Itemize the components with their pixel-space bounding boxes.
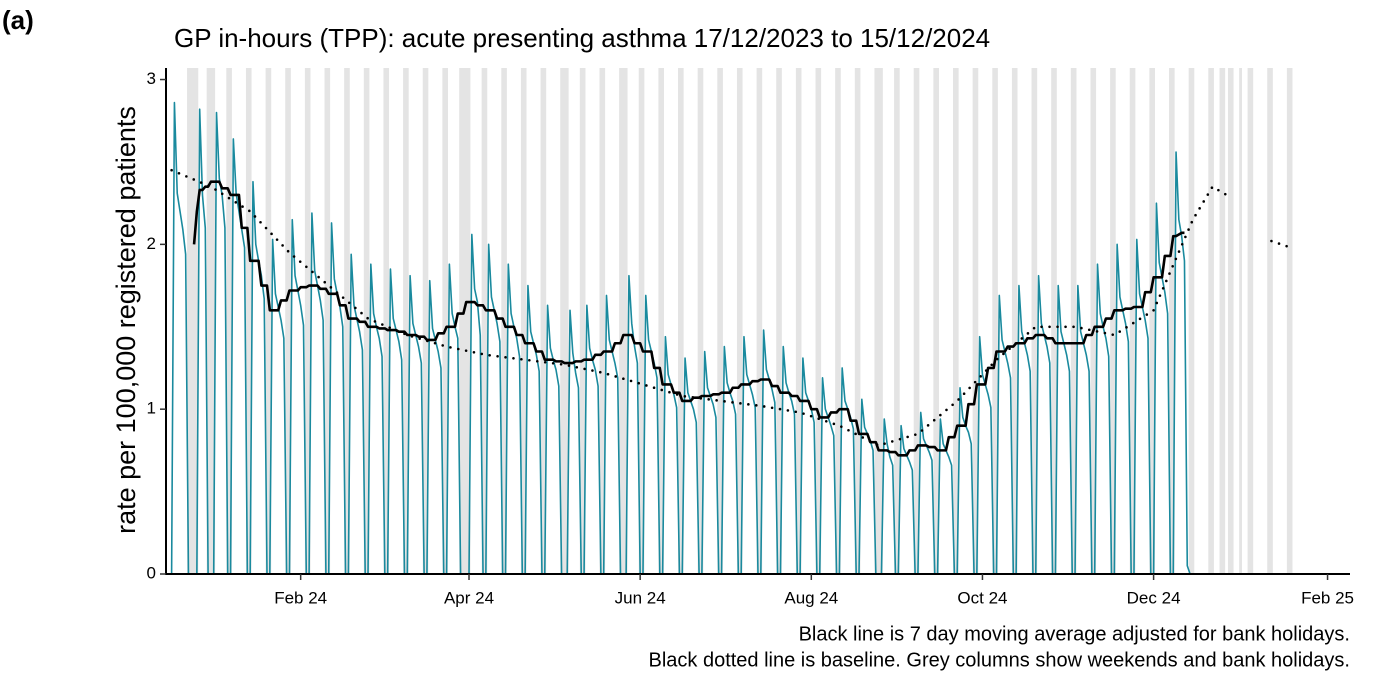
shaded-column [736,68,743,574]
shaded-column [383,68,390,574]
series-line [192,180,1185,457]
shaded-column [795,68,802,574]
shaded-column [560,68,569,574]
shaded-column [324,68,331,574]
shaded-column [992,68,998,574]
x-tick-label: Jun 24 [615,588,666,607]
panel-label: (a) [2,5,34,35]
shaded-column [1169,68,1175,574]
shaded-column [1219,68,1226,574]
y-tick-label: 2 [147,234,156,253]
x-tick-label: Aug 24 [784,588,838,607]
shaded-column [835,68,841,574]
shaded-column [894,68,900,574]
shaded-column [874,68,883,574]
shaded-column [678,68,684,574]
y-tick-label: 1 [147,399,156,418]
shaded-column [422,68,429,574]
shaded-column [658,68,665,574]
shaded-column [1070,68,1077,574]
shaded-column [1129,68,1136,574]
shaded-column [226,68,232,574]
shaded-column [459,68,471,574]
shaded-column [599,68,606,574]
shaded-column [1149,68,1156,574]
shaded-column [1286,68,1293,574]
x-tick-label: Dec 24 [1127,588,1181,607]
shaded-column [1090,68,1097,574]
shaded-column [1031,68,1038,574]
shaded-column [619,68,628,574]
footnote: Black line is 7 day moving average adjus… [799,623,1350,645]
shaded-column [933,68,939,574]
shaded-column [304,68,311,574]
shaded-column [697,68,704,574]
baseline-line [170,168,1293,447]
x-tick-label: Oct 24 [957,588,1007,607]
shaded-column [854,68,861,574]
shaded-column [1208,68,1214,574]
shaded-column [363,68,370,574]
shaded-column [913,68,920,574]
shaded-column [442,68,448,574]
y-axis-label: rate per 100,000 registered patients [111,106,141,534]
shaded-column [952,68,959,574]
shaded-column [540,68,547,574]
x-tick-label: Feb 24 [274,588,327,607]
shaded-column [579,68,586,574]
shaded-column [187,68,199,574]
shaded-column [1247,68,1254,574]
y-tick-label: 3 [147,69,156,88]
shaded-column [344,68,350,574]
shaded-column [481,68,488,574]
footnote: Black dotted line is baseline. Grey colu… [648,649,1350,671]
x-tick-label: Feb 25 [1301,588,1354,607]
shaded-column [1239,68,1242,574]
shaded-column [776,68,782,574]
shaded-column [1227,68,1234,574]
shaded-column [756,68,763,574]
shaded-column [638,68,645,574]
shaded-column [717,68,723,574]
shaded-column [265,68,272,574]
shaded-column [520,68,527,574]
shaded-column [1110,68,1116,574]
shaded-column [1011,68,1018,574]
shaded-column [815,68,822,574]
shaded-column [285,68,291,574]
chart-title: GP in-hours (TPP): acute presenting asth… [174,23,990,53]
shaded-column [403,68,409,574]
shaded-column [206,68,216,574]
x-tick-label: Apr 24 [444,588,494,607]
shaded-column [1051,68,1057,574]
shaded-column [1267,68,1273,574]
shaded-column [245,68,252,574]
shaded-column [1188,68,1195,574]
shaded-column [972,68,979,574]
y-tick-label: 0 [147,563,156,582]
